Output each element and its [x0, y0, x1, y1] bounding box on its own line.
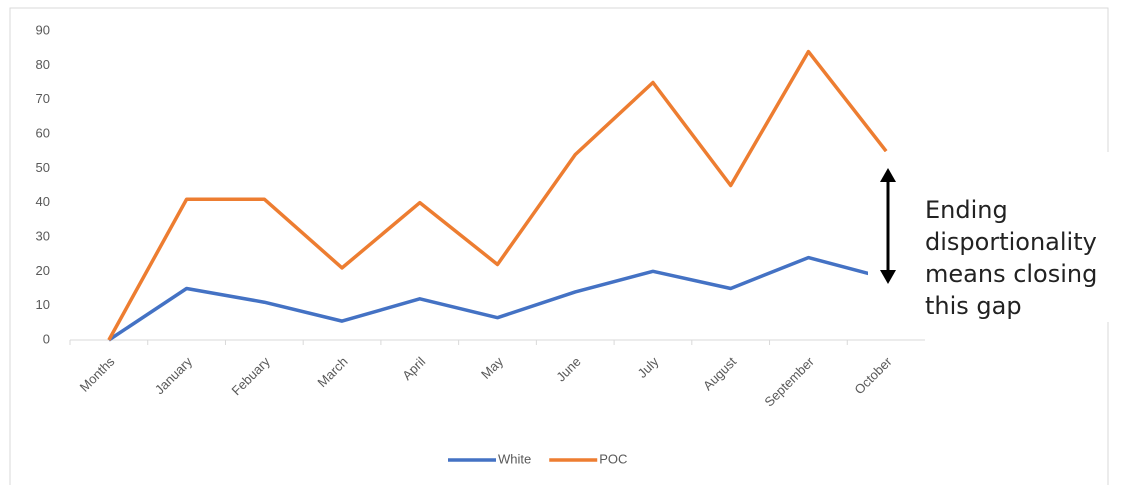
y-tick-label: 40 — [36, 194, 50, 209]
annotation-box — [868, 152, 1145, 322]
legend-label: White — [498, 451, 531, 466]
arrow-head — [880, 168, 896, 182]
line-series — [107, 255, 887, 342]
arrow-head — [880, 270, 896, 284]
y-tick-label: 70 — [36, 91, 50, 106]
y-tick-label: 90 — [36, 22, 50, 37]
line-series — [107, 49, 888, 341]
y-tick-label: 60 — [36, 125, 50, 140]
y-tick-label: 30 — [36, 228, 50, 243]
y-tick-label: 80 — [36, 57, 50, 72]
y-tick-label: 50 — [36, 160, 50, 175]
y-tick-label: 0 — [43, 331, 50, 346]
annotation: Ending disportionality means closing thi… — [925, 196, 1098, 320]
y-tick-label: 20 — [36, 263, 50, 278]
y-tick-label: 10 — [36, 297, 50, 312]
legend-label: POC — [599, 451, 627, 466]
